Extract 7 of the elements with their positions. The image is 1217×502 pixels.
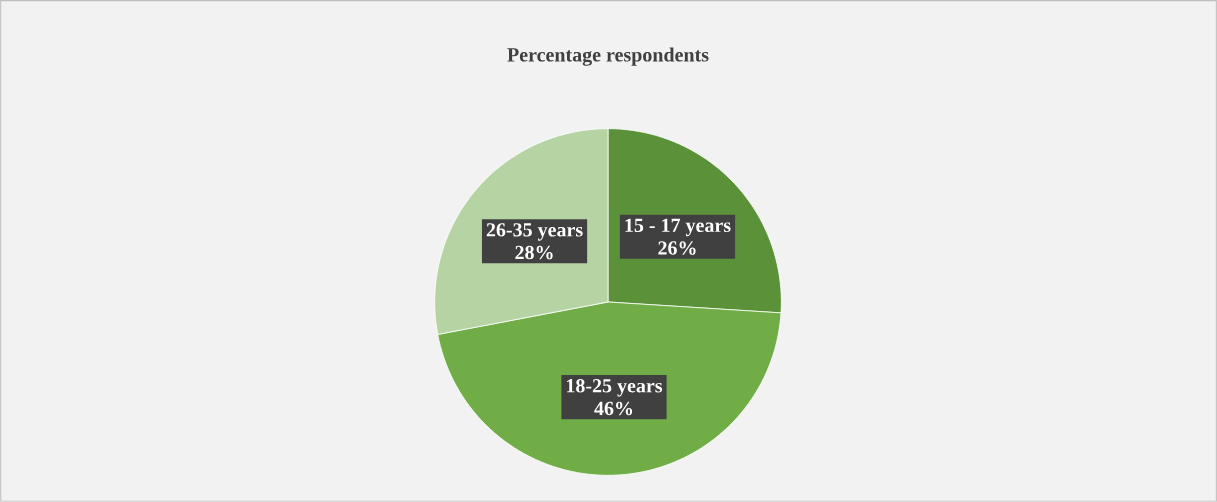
data-label: 26% [658, 241, 696, 255]
chart-title: Percentage respondents [507, 47, 709, 66]
data-label: 28% [515, 245, 553, 260]
slice-label: 15 - 17 years [625, 218, 731, 237]
slice-label: 26-35 years [486, 223, 583, 241]
data-label: 46% [594, 401, 633, 416]
slice-label: 18-25 years [567, 379, 663, 397]
